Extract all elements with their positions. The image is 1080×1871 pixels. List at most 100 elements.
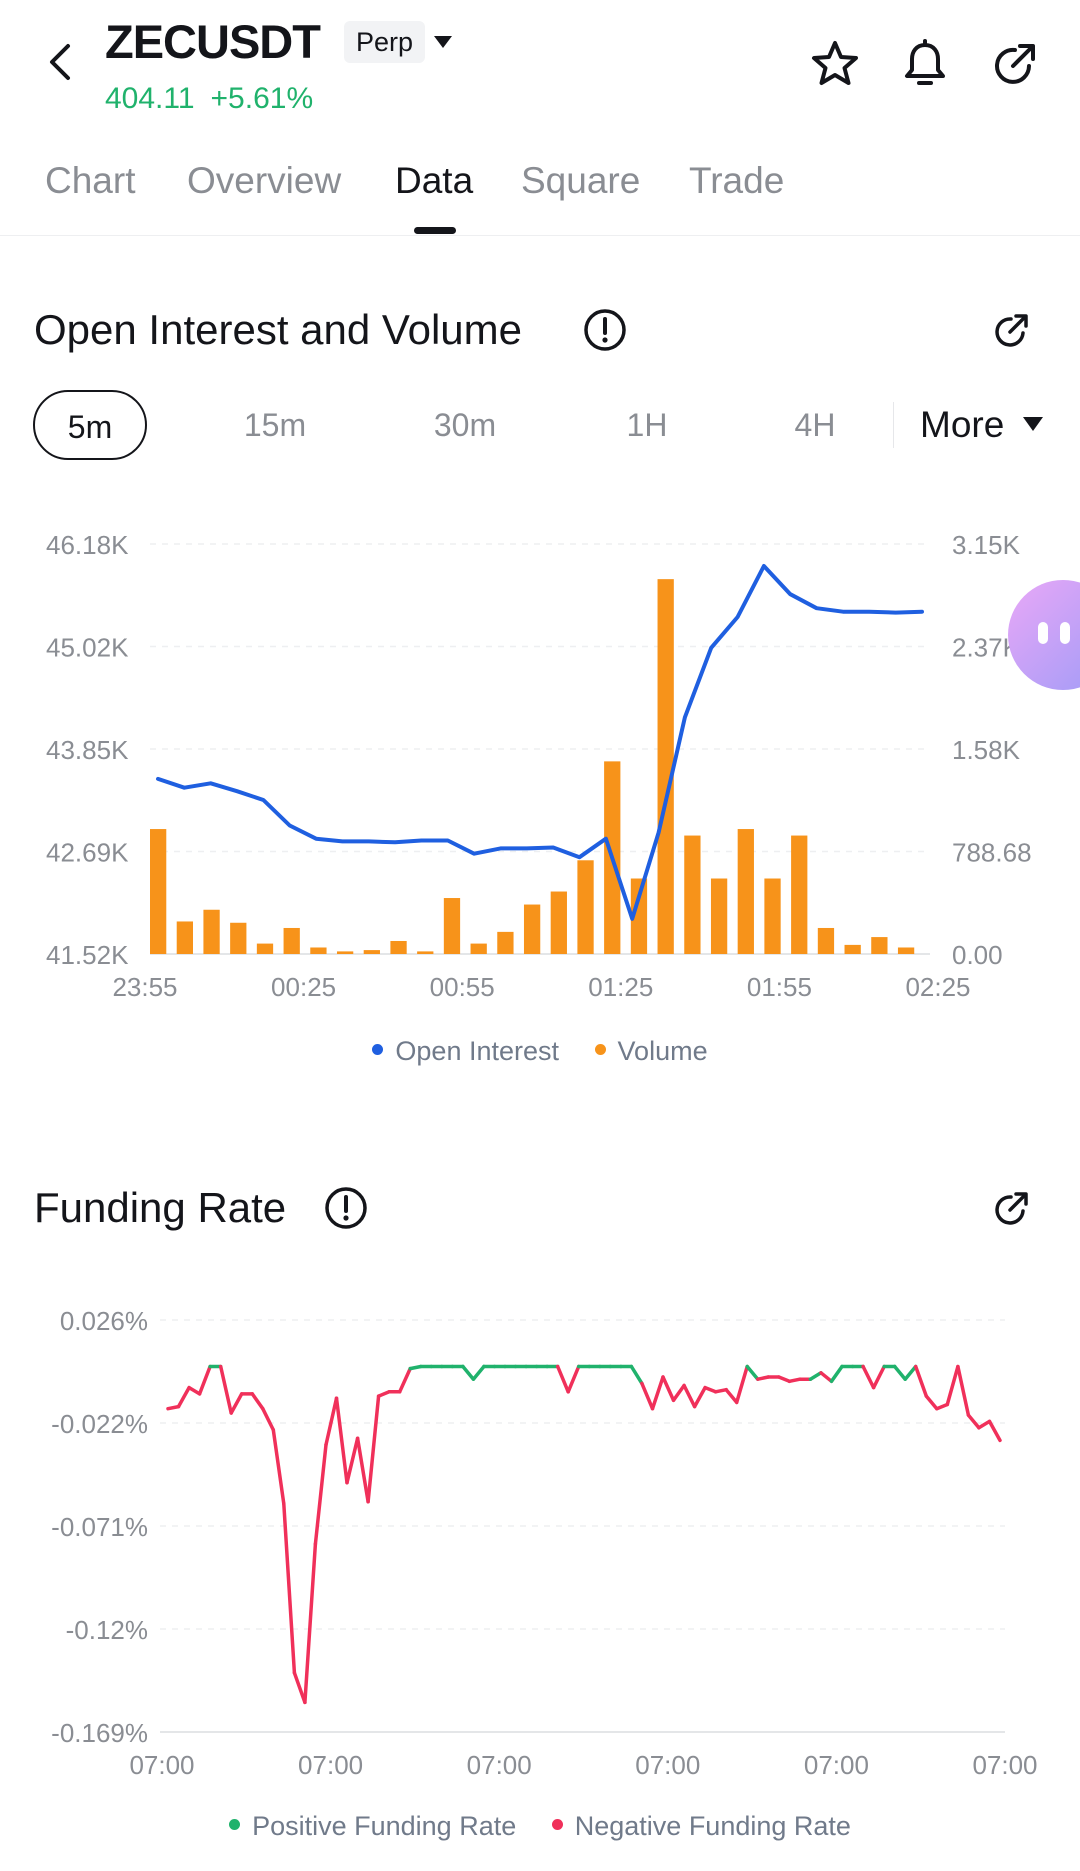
legend-positive-funding[interactable]: Positive Funding Rate xyxy=(229,1811,516,1842)
more-intervals-button[interactable]: More xyxy=(920,404,1005,445)
y-tick-label: -0.071% xyxy=(51,1512,148,1542)
y-right-tick-label: 0.00 xyxy=(952,940,1003,970)
funding-rate-segment xyxy=(376,1390,391,1398)
funding-rate-segment xyxy=(787,1377,802,1384)
funding-rate-segment xyxy=(408,1364,423,1371)
caret-down-icon[interactable] xyxy=(1022,415,1044,433)
legend-label: Volume xyxy=(617,1036,708,1066)
interval-4h[interactable]: 4H xyxy=(794,407,836,443)
tab-data[interactable]: Data xyxy=(395,160,474,201)
funding-rate-segment xyxy=(956,1364,971,1417)
funding-rate-segment xyxy=(777,1375,792,1384)
funding-rate-segment xyxy=(987,1419,1002,1443)
legend-label: Negative Funding Rate xyxy=(574,1811,851,1841)
x-tick-label: 23:55 xyxy=(112,972,177,1002)
volume-bar xyxy=(310,947,327,954)
funding-rate-title: Funding Rate xyxy=(34,1184,287,1231)
funding-rate-segment xyxy=(819,1371,834,1384)
funding-rate-segment xyxy=(724,1387,739,1405)
funding-rate-segment xyxy=(397,1366,412,1394)
star-icon[interactable] xyxy=(809,38,861,90)
price-row: 404.11 +5.61% xyxy=(105,82,313,116)
legend-dot xyxy=(229,1819,241,1831)
open-interest-line xyxy=(156,564,924,921)
funding-rate-segment xyxy=(187,1385,202,1396)
volume-bar xyxy=(764,878,781,954)
y-left-tick-label: 41.52K xyxy=(46,940,129,970)
back-arrow-icon[interactable] xyxy=(38,38,86,86)
interval-5m[interactable]: 5m xyxy=(33,390,147,460)
funding-rate-segment xyxy=(977,1419,992,1430)
legend-volume[interactable]: Volume xyxy=(594,1036,708,1067)
funding-rate-segment xyxy=(229,1392,244,1415)
y-tick-label: 0.026% xyxy=(60,1306,148,1336)
open-interest-title: Open Interest and Volume xyxy=(34,306,522,353)
funding-rate-segment xyxy=(703,1385,718,1394)
funding-rate-segment xyxy=(935,1402,950,1411)
x-tick-label: 07:00 xyxy=(635,1750,700,1780)
contract-type-badge[interactable]: Perp xyxy=(344,21,426,63)
funding-rate-segment xyxy=(271,1428,286,1506)
volume-bar xyxy=(336,951,354,954)
funding-rate-segment xyxy=(555,1364,570,1394)
volume-bar xyxy=(737,829,754,954)
share-icon[interactable] xyxy=(989,38,1041,90)
last-price: 404.11 xyxy=(105,82,195,115)
x-tick-label: 07:00 xyxy=(467,1750,532,1780)
divider xyxy=(893,402,894,448)
volume-bar xyxy=(256,943,274,954)
tab-trade[interactable]: Trade xyxy=(689,160,785,201)
funding-rate-segment xyxy=(355,1436,370,1504)
info-icon[interactable] xyxy=(583,308,627,352)
info-icon[interactable] xyxy=(324,1186,368,1230)
funding-rate-segment xyxy=(692,1385,707,1409)
funding-rate-segment xyxy=(713,1387,728,1394)
legend-label: Positive Funding Rate xyxy=(252,1811,517,1841)
funding-rate-segment xyxy=(366,1394,381,1504)
tab-bar: Chart Overview Data Square Trade xyxy=(0,150,1080,236)
interval-1h[interactable]: 1H xyxy=(626,407,668,443)
funding-rate-segment xyxy=(324,1396,339,1447)
bubble-eye xyxy=(1038,622,1048,644)
volume-bar xyxy=(657,579,674,954)
funding-rate-segment xyxy=(682,1383,697,1409)
y-left-tick-label: 45.02K xyxy=(46,633,129,663)
funding-rate-segment xyxy=(629,1364,644,1386)
symbol-title[interactable]: ZECUSDT xyxy=(105,15,321,68)
y-left-tick-label: 46.18K xyxy=(46,530,129,560)
funding-rate-segment xyxy=(871,1364,886,1390)
legend-dot xyxy=(372,1044,384,1056)
volume-bar xyxy=(630,878,648,954)
bell-icon[interactable] xyxy=(899,38,951,90)
legend-open-interest[interactable]: Open Interest xyxy=(372,1036,559,1067)
funding-rate-segment xyxy=(829,1364,844,1384)
interval-30m[interactable]: 30m xyxy=(433,407,497,443)
volume-bar xyxy=(363,950,380,954)
x-tick-label: 07:00 xyxy=(972,1750,1037,1780)
legend-label: Open Interest xyxy=(395,1036,560,1066)
funding-rate-segment xyxy=(166,1404,181,1411)
interval-15m[interactable]: 15m xyxy=(243,407,307,443)
caret-down-icon[interactable] xyxy=(432,33,454,51)
volume-bar xyxy=(150,829,167,954)
funding-rate-segment xyxy=(345,1436,360,1485)
funding-rate-segment xyxy=(197,1364,212,1396)
funding-rate-segment xyxy=(808,1371,823,1381)
funding-rate-segment xyxy=(650,1375,665,1411)
x-tick-label: 07:00 xyxy=(129,1750,194,1780)
volume-bar xyxy=(577,860,594,954)
x-tick-label: 00:25 xyxy=(271,972,336,1002)
funding-rate-segment xyxy=(892,1364,907,1381)
tab-square[interactable]: Square xyxy=(521,160,641,201)
funding-rate-segment xyxy=(734,1364,749,1405)
share-icon[interactable] xyxy=(989,1187,1033,1231)
share-icon[interactable] xyxy=(989,309,1033,353)
volume-bar xyxy=(470,943,487,954)
volume-bar xyxy=(710,878,728,954)
tab-chart[interactable]: Chart xyxy=(45,160,136,201)
funding-rate-segment xyxy=(671,1383,686,1403)
legend-negative-funding[interactable]: Negative Funding Rate xyxy=(551,1811,851,1842)
tab-overview[interactable]: Overview xyxy=(187,160,342,201)
volume-bar xyxy=(283,927,300,954)
